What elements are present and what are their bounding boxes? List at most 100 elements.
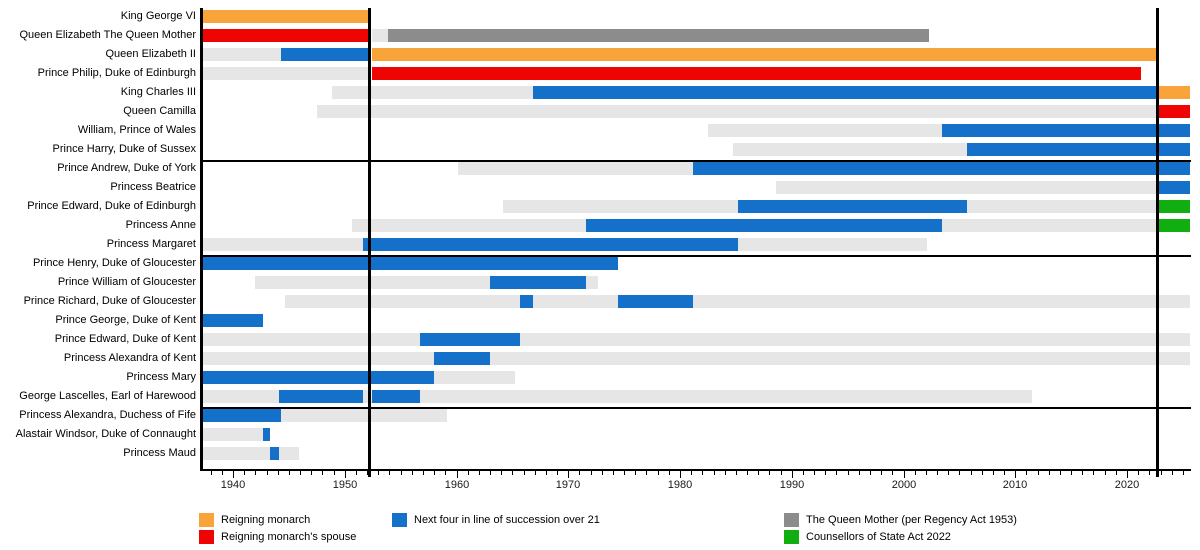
timeline-bar-spouse	[371, 67, 1142, 80]
timeline-bar-alive	[284, 295, 520, 308]
minor-tick	[1049, 471, 1050, 475]
minor-tick	[356, 471, 357, 475]
minor-tick	[982, 471, 983, 475]
row-label: George Lascelles, Earl of Harewood	[19, 390, 196, 402]
major-tick	[680, 471, 681, 478]
row-label: Prince Edward, Duke of Kent	[54, 333, 196, 345]
minor-tick	[1071, 471, 1072, 475]
minor-tick	[468, 471, 469, 475]
group-divider-line	[200, 407, 1191, 409]
legend-swatch-state_act	[784, 530, 799, 544]
legend-swatch-succession	[392, 513, 407, 527]
x-axis-tick-label: 2000	[891, 479, 917, 491]
minor-tick	[255, 471, 256, 475]
minor-tick	[479, 471, 480, 475]
x-axis-tick-label: 2020	[1114, 479, 1140, 491]
minor-tick	[300, 471, 301, 475]
timeline-bar-alive	[203, 390, 279, 403]
x-axis-tick-label: 1940	[220, 479, 246, 491]
row-label: Prince Andrew, Duke of York	[57, 162, 196, 174]
minor-tick	[747, 471, 748, 475]
row-label: Prince William of Gloucester	[57, 276, 196, 288]
timeline-bar-succession	[363, 238, 738, 251]
timeline-bar-alive	[420, 390, 1033, 403]
legend-label: Reigning monarch's spouse	[221, 531, 357, 543]
minor-tick	[758, 471, 759, 475]
y-axis-line	[200, 8, 203, 471]
minor-tick	[870, 471, 871, 475]
row-label: Princess Margaret	[106, 238, 196, 250]
timeline-bar-succession	[533, 86, 1157, 99]
minor-tick	[278, 471, 279, 475]
minor-tick	[311, 471, 312, 475]
minor-tick	[1172, 471, 1173, 475]
timeline-bar-alive	[317, 105, 1157, 118]
row-label: King Charles III	[120, 86, 196, 98]
minor-tick	[769, 471, 770, 475]
minor-tick	[1093, 471, 1094, 475]
timeline-bar-alive	[707, 124, 943, 137]
major-tick	[233, 471, 234, 478]
timeline-bar-succession	[203, 314, 263, 327]
minor-tick	[937, 471, 938, 475]
timeline-bar-succession	[270, 447, 279, 460]
timeline-bar-alive	[457, 162, 693, 175]
minor-tick	[948, 471, 949, 475]
minor-tick	[646, 471, 647, 475]
minor-tick	[557, 471, 558, 475]
timeline-bar-alive	[533, 295, 618, 308]
timeline-bar-alive	[203, 352, 434, 365]
timeline-bar-succession	[433, 352, 490, 365]
minor-tick	[546, 471, 547, 475]
minor-tick	[691, 471, 692, 475]
timeline-bar-alive	[776, 181, 1157, 194]
minor-tick	[1138, 471, 1139, 475]
timeline-bar-alive	[351, 219, 587, 232]
minor-tick	[613, 471, 614, 475]
timeline-bar-alive	[278, 447, 300, 460]
row-label: Princess Mary	[126, 371, 196, 383]
minor-tick	[267, 471, 268, 475]
timeline-bar-succession	[278, 390, 364, 403]
minor-tick	[244, 471, 245, 475]
timeline-bar-spouse	[203, 29, 369, 42]
row-label: Princess Maud	[123, 447, 196, 459]
timeline-bar-spouse	[1157, 105, 1190, 118]
timeline-bar-succession	[203, 257, 618, 270]
timeline-bar-monarch	[1157, 86, 1190, 99]
major-tick	[1015, 471, 1016, 478]
group-divider-line	[200, 160, 1191, 162]
timeline-bar-alive	[503, 200, 738, 213]
minor-tick	[222, 471, 223, 475]
x-axis-tick-label: 1980	[667, 479, 693, 491]
accession-event-line	[1156, 8, 1159, 477]
legend-label: Counsellors of State Act 2022	[806, 531, 951, 543]
legend-swatch-spouse	[199, 530, 214, 544]
timeline-bar-alive	[363, 390, 372, 403]
row-label: Princess Anne	[125, 219, 196, 231]
minor-tick	[702, 471, 703, 475]
minor-tick	[725, 471, 726, 475]
timeline-bar-succession	[942, 124, 1190, 137]
timeline-bar-alive	[332, 86, 534, 99]
minor-tick	[1060, 471, 1061, 475]
timeline-bar-alive	[203, 333, 421, 346]
minor-tick	[836, 471, 837, 475]
minor-tick	[859, 471, 860, 475]
timeline-bar-alive	[692, 295, 1190, 308]
minor-tick	[378, 471, 379, 475]
major-tick	[904, 471, 905, 478]
minor-tick	[322, 471, 323, 475]
minor-tick	[211, 471, 212, 475]
row-label: William, Prince of Wales	[77, 124, 196, 136]
minor-tick	[401, 471, 402, 475]
timeline-bar-succession	[489, 276, 587, 289]
timeline-bar-succession	[371, 390, 421, 403]
minor-tick	[591, 471, 592, 475]
row-label: Princess Beatrice	[110, 181, 196, 193]
timeline-bar-succession	[692, 162, 1190, 175]
timeline-bar-succession	[737, 200, 968, 213]
legend-swatch-qm_regency	[784, 513, 799, 527]
major-tick	[1127, 471, 1128, 478]
minor-tick	[825, 471, 826, 475]
